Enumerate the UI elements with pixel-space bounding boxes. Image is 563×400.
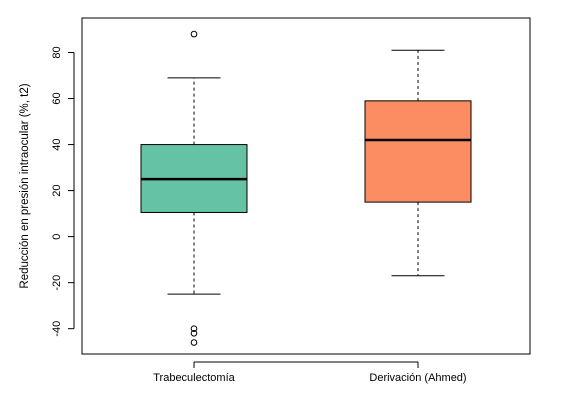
- outlier-point: [190, 30, 198, 38]
- x-axis: Trabeculectomía Derivación (Ahmed): [153, 361, 467, 384]
- y-axis-title: Reducción en presión intraocular (%, t2): [19, 83, 31, 288]
- outlier-point: [190, 325, 198, 332]
- y-tick-label: -20: [51, 275, 63, 291]
- y-tick-label: 60: [51, 92, 63, 104]
- y-tick-label: 80: [51, 46, 63, 58]
- x-tick-label: Derivación (Ahmed): [369, 372, 466, 384]
- outlier-point: [190, 329, 198, 337]
- y-axis: -40 -20 0 20 40 60 80: [51, 46, 75, 337]
- box: [364, 100, 472, 203]
- x-tick-label: Trabeculectomía: [153, 372, 235, 384]
- plot-frame: [81, 17, 531, 355]
- y-tick-label: -40: [51, 321, 63, 337]
- box-group: [364, 49, 472, 277]
- outlier-point: [190, 339, 198, 346]
- y-tick-label: 40: [51, 138, 63, 150]
- y-tick-label: 0: [51, 234, 63, 240]
- boxes: [140, 30, 472, 346]
- box-group: [140, 30, 248, 346]
- y-tick-label: 20: [51, 184, 63, 196]
